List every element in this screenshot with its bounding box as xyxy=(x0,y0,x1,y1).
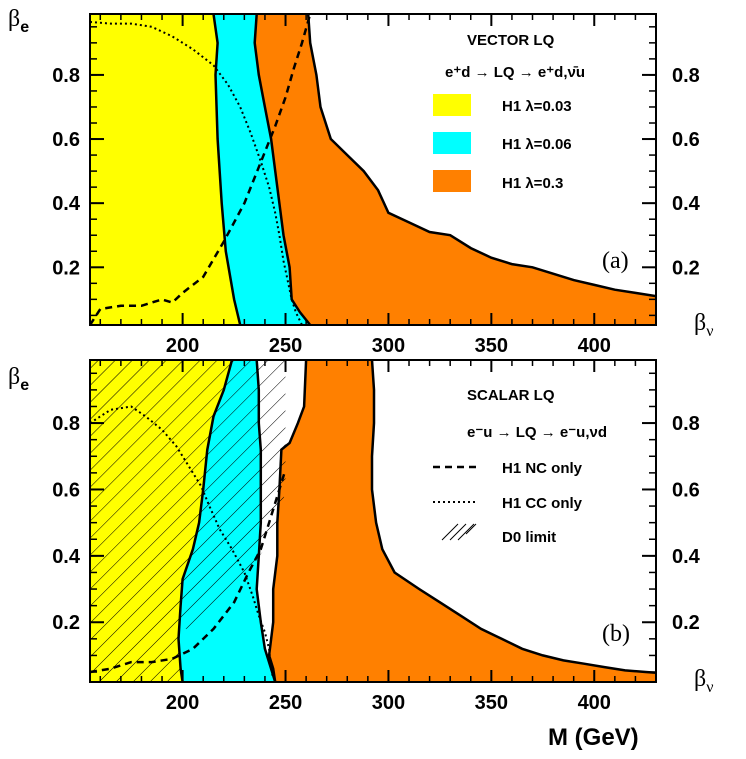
y-left-tick-label: 0.2 xyxy=(52,257,80,279)
boundary-lambda-03-upper xyxy=(370,360,656,674)
panel-label: (b) xyxy=(602,621,630,647)
y-left-tick-label: 0.4 xyxy=(52,546,81,568)
boundary-lambda-003 xyxy=(212,14,242,325)
y-left-tick-label: 0.8 xyxy=(52,413,80,435)
region-lambda-03 xyxy=(269,360,656,682)
y-right-tick-label: 0.8 xyxy=(672,65,700,87)
y-left-tick-label: 0.6 xyxy=(52,129,80,151)
ylabel-right: βν xyxy=(694,310,713,340)
plot-frame xyxy=(89,13,657,326)
y-right-tick-label: 0.6 xyxy=(672,479,700,501)
cc-only-curve xyxy=(90,405,275,679)
d0-hatched-region xyxy=(90,360,286,682)
y-right-tick-label: 0.4 xyxy=(672,193,701,215)
y-left-tick-label: 0.8 xyxy=(52,65,80,87)
y-right-tick-label: 0.8 xyxy=(672,413,700,435)
y-left-tick-label: 0.4 xyxy=(52,193,81,215)
panel-label: (a) xyxy=(602,248,629,274)
y-right-tick-label: 0.4 xyxy=(672,546,701,568)
legend-swatch-cyan xyxy=(433,132,471,154)
x-tick-label: 350 xyxy=(475,335,508,357)
nc-only-curve xyxy=(90,14,312,325)
x-tick-label: 300 xyxy=(372,335,405,357)
y-right-tick-label: 0.6 xyxy=(672,129,700,151)
x-tick-label: 250 xyxy=(269,335,302,357)
y-right-tick-label: 0.2 xyxy=(672,257,700,279)
legend-label-1: H1 λ=0.03 xyxy=(502,98,572,115)
x-tick-label: 200 xyxy=(166,692,199,714)
boundary-lambda-006 xyxy=(255,360,277,682)
legend-swatch-yellow xyxy=(433,94,471,116)
legend-title: VECTOR LQ xyxy=(467,32,555,49)
x-axis-title: M (GeV) xyxy=(548,724,639,751)
region-lambda-006 xyxy=(213,14,311,325)
y-left-tick-label: 0.6 xyxy=(52,479,80,501)
plot-frame xyxy=(89,359,657,683)
legend-process: e⁺d → LQ → e⁺d,ν̄u xyxy=(445,64,585,81)
ylabel-left: βe xyxy=(8,364,29,394)
ylabel-left: βe xyxy=(8,6,29,36)
x-tick-label: 300 xyxy=(372,692,405,714)
legend-process: e⁻u → LQ → e⁻u,νd xyxy=(467,424,607,441)
region-lambda-03 xyxy=(254,14,656,325)
legend-label-1: H1 NC only xyxy=(502,460,583,477)
boundary-lambda-006 xyxy=(253,14,312,325)
x-tick-label: 200 xyxy=(166,335,199,357)
y-right-tick-label: 0.2 xyxy=(672,612,700,634)
boundary-lambda-003 xyxy=(177,360,234,682)
x-tick-label: 350 xyxy=(475,692,508,714)
x-tick-label: 400 xyxy=(578,335,611,357)
legend-label-2: H1 CC only xyxy=(502,495,583,512)
x-tick-label: 400 xyxy=(578,692,611,714)
legend-label-3: H1 λ=0.3 xyxy=(502,175,563,192)
y-left-tick-label: 0.2 xyxy=(52,612,80,634)
legend-title: SCALAR LQ xyxy=(467,387,555,404)
nc-only-curve xyxy=(90,469,287,674)
legend-hatch-sample xyxy=(441,523,477,541)
legend-label-2: H1 λ=0.06 xyxy=(502,136,572,153)
ylabel-right: βν xyxy=(694,666,713,696)
legend-swatch-orange xyxy=(433,170,471,192)
x-tick-label: 250 xyxy=(269,692,302,714)
boundary-lambda-03 xyxy=(306,14,656,298)
region-lambda-003 xyxy=(90,14,241,325)
legend-label-3: D0 limit xyxy=(502,529,556,546)
